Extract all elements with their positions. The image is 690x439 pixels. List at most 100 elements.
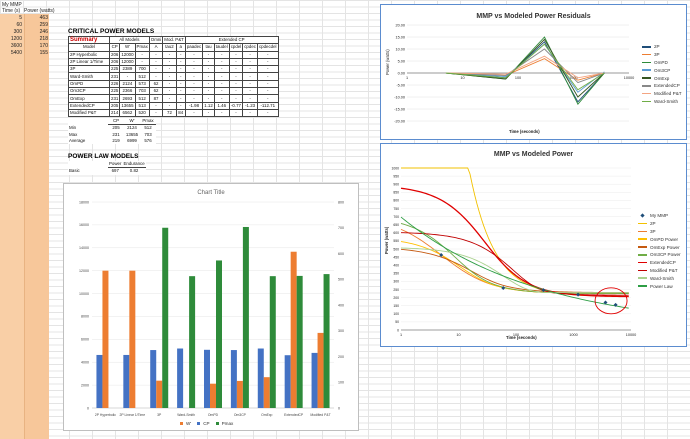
bar-W-6[interactable] xyxy=(263,377,270,408)
model-value-cell[interactable]: - xyxy=(175,65,186,74)
model-value-cell[interactable]: - xyxy=(175,72,186,81)
model-value-cell[interactable]: - xyxy=(184,108,204,118)
mmp-time-cell[interactable]: 5 xyxy=(19,15,22,21)
bar-Pmax-5[interactable] xyxy=(242,226,249,408)
model-value-cell[interactable]: - xyxy=(134,57,150,67)
mmp-time-cell[interactable]: 300 xyxy=(13,29,22,35)
model-value-cell[interactable]: - xyxy=(162,57,177,67)
model-value-cell[interactable]: - xyxy=(175,101,186,110)
model-name-cell[interactable]: Ward-Smith xyxy=(68,72,110,81)
mmp-point[interactable] xyxy=(501,286,506,291)
model-value-cell[interactable]: - xyxy=(213,57,230,67)
bar-Pmax-4[interactable] xyxy=(216,260,222,408)
stats-cell[interactable]: 2124 xyxy=(127,125,137,131)
residual-line-5[interactable] xyxy=(445,48,605,84)
model-value-cell[interactable]: 231 xyxy=(108,72,121,81)
model-value-cell[interactable]: - xyxy=(242,79,258,89)
model-value-cell[interactable]: 520 xyxy=(134,108,150,118)
model-value-cell[interactable]: - xyxy=(256,94,279,103)
model-value-cell[interactable]: - xyxy=(162,79,177,89)
model-value-cell[interactable]: - xyxy=(256,72,279,81)
model-value-cell[interactable]: - xyxy=(162,101,177,110)
model-value-cell[interactable]: - xyxy=(162,50,177,59)
bar-CP-3[interactable] xyxy=(177,348,184,408)
model-value-cell[interactable]: 205 xyxy=(108,101,121,110)
model-name-cell[interactable]: OmPD xyxy=(68,79,110,89)
model-value-cell[interactable]: - xyxy=(184,57,204,67)
mmp-power-cell[interactable]: 155 xyxy=(39,50,48,56)
model-value-cell[interactable]: - xyxy=(256,57,279,67)
model-value-cell[interactable]: - xyxy=(228,72,244,81)
model-value-cell[interactable]: 225 xyxy=(108,87,121,96)
stats-cell[interactable]: 703 xyxy=(144,131,152,137)
stats-cell[interactable]: 219 xyxy=(112,138,120,144)
model-value-cell[interactable]: - xyxy=(148,65,164,74)
model-value-cell[interactable]: 700 xyxy=(134,65,150,74)
mmp-time-cell[interactable]: 3600 xyxy=(10,43,22,49)
model-value-cell[interactable]: - xyxy=(184,72,204,81)
bar-CP-5[interactable] xyxy=(230,350,237,408)
model-curve-1[interactable] xyxy=(400,228,629,294)
model-value-cell[interactable]: - xyxy=(228,57,244,67)
mmp-time-cell[interactable]: 1200 xyxy=(10,36,22,42)
model-value-cell[interactable]: 72 xyxy=(162,108,177,118)
bar-W-5[interactable] xyxy=(236,380,243,408)
power-law-cell[interactable]: Basic xyxy=(69,168,80,174)
model-name-cell[interactable]: Modified P&T xyxy=(68,108,110,118)
stats-cell[interactable]: 6999 xyxy=(127,138,137,144)
mmp-row[interactable]: 5 463 xyxy=(0,15,48,22)
model-value-cell[interactable]: - xyxy=(213,108,230,118)
stats-cell[interactable]: Average xyxy=(69,138,86,144)
bar-W-4[interactable] xyxy=(210,383,216,408)
model-value-cell[interactable]: 206 xyxy=(108,57,121,67)
model-value-cell[interactable]: - xyxy=(242,87,258,96)
mmp-time-cell[interactable]: 60 xyxy=(16,22,22,28)
model-value-cell[interactable]: -112.71 xyxy=(256,101,279,110)
model-value-cell[interactable]: - xyxy=(184,87,204,96)
bar-W-7[interactable] xyxy=(290,251,297,408)
bar-CP-1[interactable] xyxy=(123,354,130,408)
model-value-cell[interactable]: 2389 xyxy=(119,65,136,74)
mmp-power-cell[interactable]: 259 xyxy=(39,22,48,28)
bar-CP-4[interactable] xyxy=(204,349,210,408)
model-value-cell[interactable]: - xyxy=(202,94,215,103)
bar-W-2[interactable] xyxy=(156,380,163,408)
mmp-column-power[interactable] xyxy=(24,14,49,439)
model-value-cell[interactable]: 2693 xyxy=(119,94,136,103)
mmp-point[interactable] xyxy=(439,252,444,257)
model-value-cell[interactable]: - xyxy=(256,108,279,118)
model-value-cell[interactable]: - xyxy=(256,79,279,89)
mmp-row[interactable]: 60 259 xyxy=(0,22,48,29)
model-value-cell[interactable]: 2124 xyxy=(119,79,136,89)
model-value-cell[interactable]: 13655 xyxy=(119,101,136,110)
stats-cell[interactable]: 512 xyxy=(144,125,152,131)
model-value-cell[interactable]: - xyxy=(228,94,244,103)
power-law-cell[interactable]: 697 xyxy=(111,168,119,174)
model-value-cell[interactable]: - xyxy=(202,72,215,81)
model-value-cell[interactable]: 513 xyxy=(134,101,150,110)
model-value-cell[interactable]: - xyxy=(228,65,244,74)
model-value-cell[interactable]: - xyxy=(213,94,230,103)
bar-CP-8[interactable] xyxy=(311,352,318,408)
model-value-cell[interactable]: 512 xyxy=(134,94,150,103)
model-value-cell[interactable]: - xyxy=(213,50,230,59)
model-value-cell[interactable]: 512 xyxy=(134,72,150,81)
model-value-cell[interactable]: - xyxy=(242,108,258,118)
mmp-row[interactable]: 3600 170 xyxy=(0,43,48,50)
model-curve-2[interactable] xyxy=(400,241,629,294)
model-value-cell[interactable]: - xyxy=(213,65,230,74)
model-value-cell[interactable]: - xyxy=(162,87,177,96)
model-value-cell[interactable]: - xyxy=(202,50,215,59)
model-value-cell[interactable]: - xyxy=(213,87,230,96)
model-curve-8[interactable] xyxy=(400,216,629,309)
bar-W-0[interactable] xyxy=(102,270,109,408)
model-value-cell[interactable]: - xyxy=(148,57,164,67)
stats-cell[interactable]: 576 xyxy=(144,138,152,144)
model-curve-6[interactable] xyxy=(400,232,629,296)
model-value-cell[interactable]: 12000 xyxy=(119,50,136,59)
stats-cell[interactable]: Max xyxy=(69,131,78,137)
bar-CP-0[interactable] xyxy=(96,354,103,408)
model-value-cell[interactable]: - xyxy=(213,72,230,81)
mmp-row[interactable]: 5400 155 xyxy=(0,50,48,57)
model-value-cell[interactable]: 206 xyxy=(108,50,121,59)
